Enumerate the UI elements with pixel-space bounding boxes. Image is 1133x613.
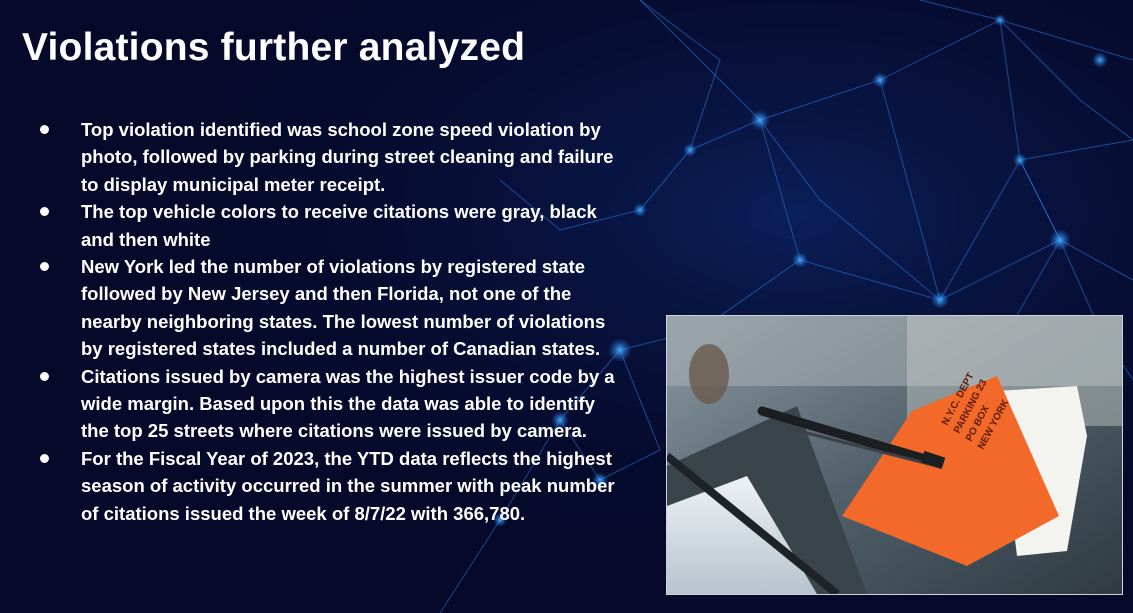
bullet-text: The top vehicle colors to receive citati… (81, 201, 597, 250)
slide-title: Violations further analyzed (22, 26, 526, 69)
bullet-text: For the Fiscal Year of 2023, the YTD dat… (81, 447, 615, 524)
bullet-text: New York led the number of violations by… (81, 256, 606, 360)
bullet-dot-icon (40, 125, 49, 134)
bullet-list: Top violation identified was school zone… (40, 116, 620, 527)
bullet-item: The top vehicle colors to receive citati… (40, 198, 620, 253)
bullet-item: Top violation identified was school zone… (40, 116, 620, 198)
bullet-dot-icon (40, 371, 49, 381)
wiper-blade (757, 406, 937, 466)
bullet-text: Citations issued by camera was the highe… (81, 365, 615, 442)
bullet-item: For the Fiscal Year of 2023, the YTD dat… (40, 445, 620, 527)
bullet-dot-icon (40, 207, 49, 217)
ticket-envelope: N.Y.C. DEPT PARKING 23 PO BOX NEW YORK (842, 371, 1087, 566)
bullet-dot-icon (40, 453, 49, 463)
bullet-text: Top violation identified was school zone… (81, 119, 614, 195)
bullet-dot-icon (40, 262, 49, 272)
parking-ticket-photo: N.Y.C. DEPT PARKING 23 PO BOX NEW YORK (666, 315, 1123, 595)
bullet-item: Citations issued by camera was the highe… (40, 363, 620, 445)
bullet-item: New York led the number of violations by… (40, 253, 620, 363)
